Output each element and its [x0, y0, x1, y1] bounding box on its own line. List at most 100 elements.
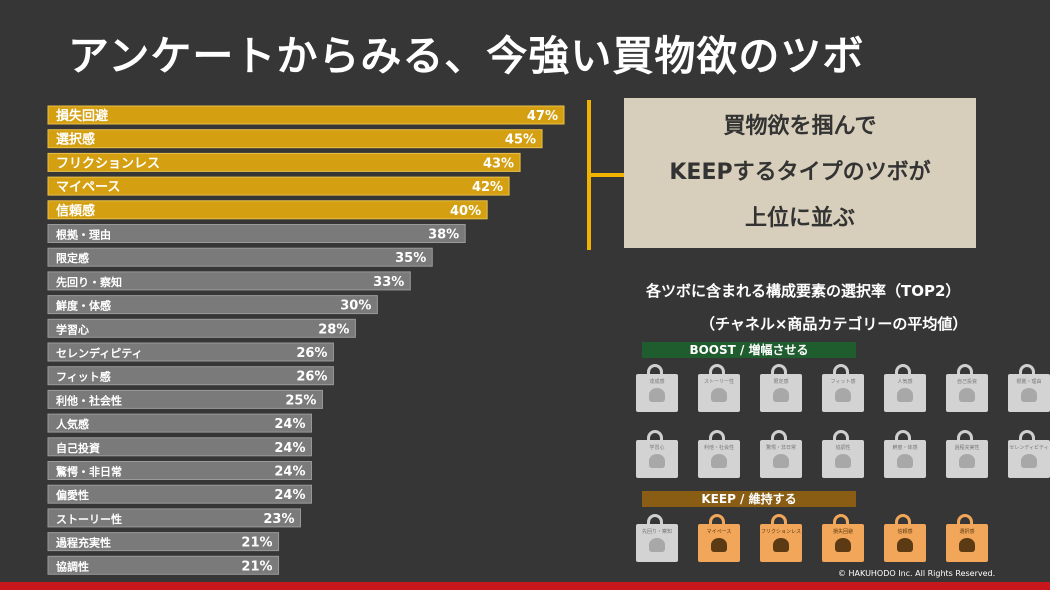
bag-pictogram	[835, 454, 851, 468]
bag-label: 選択感	[959, 529, 975, 535]
bag-label: 根拠・理由	[1016, 379, 1042, 385]
bag-pictogram	[1021, 454, 1037, 468]
category-label: 選択感	[56, 132, 95, 148]
trusted-person-icon: 信頼感	[884, 514, 926, 562]
person-laptop-icon: 根拠・理由	[1008, 364, 1050, 412]
bag-pictogram	[773, 538, 789, 552]
data-label: 21%	[241, 536, 272, 551]
bag-pictogram	[959, 388, 975, 402]
bar	[47, 247, 433, 267]
boost-band: BOOST / 増幅させる	[642, 342, 856, 358]
bag-label: 自己投資	[956, 379, 977, 385]
bag-label: 限定感	[773, 379, 789, 385]
data-label: 23%	[263, 512, 294, 527]
category-label: 人気感	[56, 417, 89, 431]
bar	[47, 366, 334, 386]
bag-label: 学習心	[649, 445, 665, 451]
bag-handle	[833, 514, 849, 526]
bag-label: 驚愕・非日常	[765, 445, 796, 451]
bag-pictogram	[897, 454, 913, 468]
bar	[47, 508, 302, 528]
crowd-icon: 人気感	[884, 364, 926, 412]
data-label: 24%	[274, 488, 305, 503]
bag-pictogram	[773, 454, 789, 468]
bag-handle	[1019, 364, 1035, 376]
trophy-person-icon: 達成感	[636, 364, 678, 412]
category-label: 自己投資	[56, 441, 100, 455]
category-label: セレンディピティ	[56, 346, 143, 360]
bag-pictogram	[897, 388, 913, 402]
investment-graph-icon: 自己投資	[946, 364, 988, 412]
bag-label: 先回り・察知	[641, 529, 672, 535]
bar	[47, 532, 280, 552]
bag-handle	[895, 430, 911, 442]
relaxed-person-icon: マイペース	[698, 514, 740, 562]
category-label: 利他・社会性	[56, 393, 122, 407]
data-label: 30%	[340, 299, 371, 314]
bag-label: 過程充実性	[954, 445, 980, 451]
copyright-notice: © HAKUHODO Inc. All Rights Reserved.	[838, 569, 996, 578]
data-label: 24%	[274, 417, 305, 432]
bag-handle	[957, 430, 973, 442]
serendipity-icon: セレンディピティ	[1008, 430, 1050, 478]
selection-person-icon: 選択感	[946, 514, 988, 562]
bag-pictogram	[711, 538, 727, 552]
bar	[47, 176, 510, 196]
data-label: 42%	[472, 180, 503, 195]
study-person-icon: 学習心	[636, 430, 678, 478]
category-label: フィット感	[56, 370, 111, 384]
bag-label: 損失回避	[832, 529, 853, 535]
bag-handle	[833, 430, 849, 442]
keep-band: KEEP / 維持する	[642, 491, 856, 507]
category-label: 限定感	[56, 251, 89, 265]
data-label: 24%	[274, 465, 305, 480]
bag-pictogram	[959, 538, 975, 552]
category-label: ストーリー性	[56, 512, 122, 526]
page-title: アンケートからみる、今強い買物欲のツボ	[68, 32, 865, 80]
bag-label: 達成感	[649, 379, 665, 385]
slipping-person-icon: 損失回避	[822, 514, 864, 562]
bag-label: 協調性	[835, 445, 851, 451]
bar	[47, 389, 323, 409]
bag-handle	[895, 364, 911, 376]
bag-handle	[709, 364, 725, 376]
data-label: 43%	[483, 156, 514, 171]
walking-forward-icon: 過程充実性	[946, 430, 988, 478]
category-label: 鮮度・体感	[56, 299, 111, 313]
data-label: 21%	[241, 559, 272, 574]
frictionless-person-icon: フリクションレス	[760, 514, 802, 562]
bag-label: 信頼感	[897, 529, 913, 535]
boost-icons-row-1: 達成感 ストーリー性 限定感 フィット感 人気感 自己投資 根拠・理由	[636, 364, 1050, 412]
bag-handle	[771, 364, 787, 376]
bar	[47, 413, 312, 433]
bar	[47, 555, 280, 575]
standing-person-icon: 鮮度・体感	[884, 430, 926, 478]
data-label: 26%	[296, 370, 327, 385]
bar	[47, 318, 356, 338]
story-people-icon: ストーリー性	[698, 364, 740, 412]
bag-handle	[647, 364, 663, 376]
bag-handle	[771, 514, 787, 526]
category-label: マイペース	[56, 180, 120, 195]
bracket-connector	[587, 100, 626, 250]
bag-pictogram	[649, 388, 665, 402]
bar	[47, 342, 334, 362]
data-label: 24%	[274, 441, 305, 456]
bar	[47, 437, 312, 457]
bar	[47, 105, 565, 125]
boost-icons-row-2: 学習心 利他・社会性 驚愕・非日常 協調性 鮮度・体感 過程充実性 セレンディピティ	[636, 430, 1050, 478]
category-label: 信頼感	[56, 203, 95, 219]
bag-pictogram	[773, 388, 789, 402]
callout-line-2: KEEPするタイプのツボが	[669, 160, 931, 185]
bag-handle	[647, 514, 663, 526]
bag-handle	[647, 430, 663, 442]
bar	[47, 461, 312, 480]
footer-accent-line	[0, 582, 1050, 590]
bag-handle	[833, 364, 849, 376]
bar-chart: 損失回避 47% 選択感 45% フリクションレス 43% マイペース 42% 信頼感 40% 根拠…	[47, 105, 565, 575]
bag-label: マイペース	[706, 529, 732, 535]
globe-hands-icon: 利他・社会性	[698, 430, 740, 478]
category-label: 根拠・理由	[56, 228, 111, 242]
bar	[47, 152, 521, 172]
bar	[47, 129, 543, 149]
